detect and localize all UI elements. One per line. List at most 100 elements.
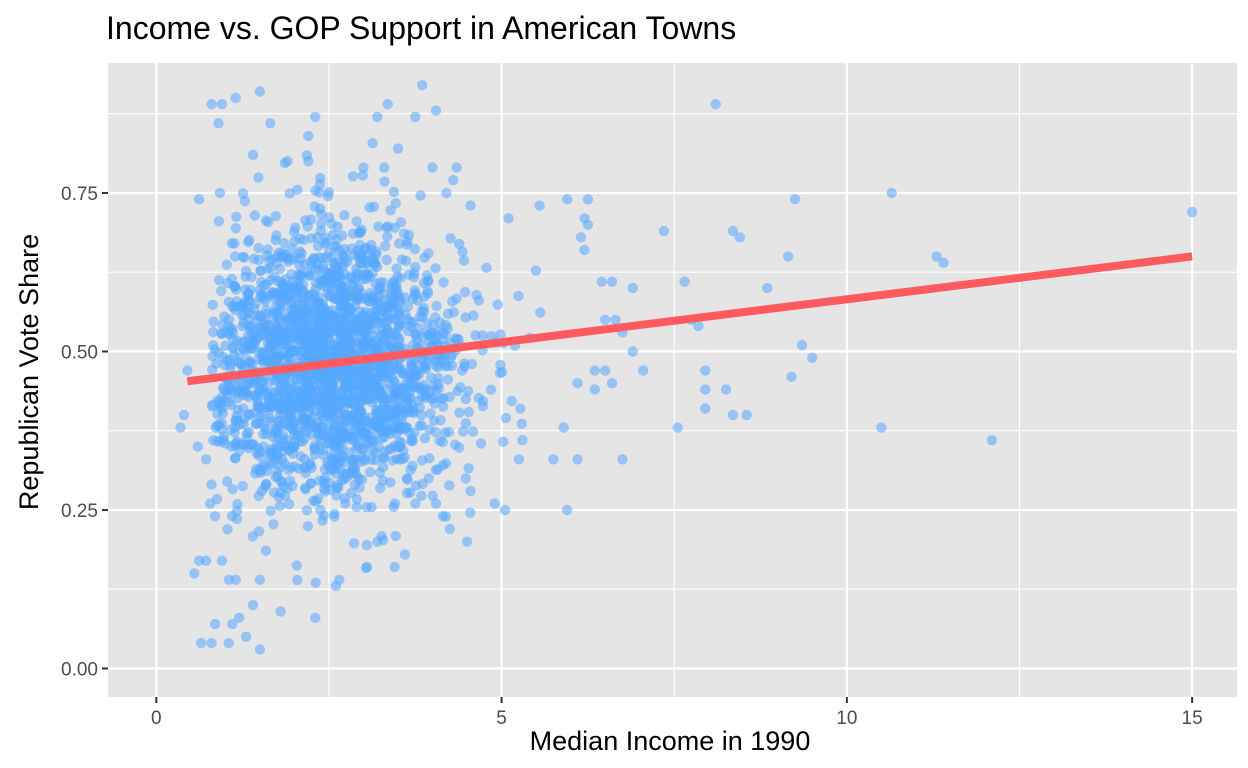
data-point xyxy=(361,269,373,280)
data-point xyxy=(344,337,355,348)
data-point xyxy=(418,379,429,391)
data-point xyxy=(741,409,752,421)
data-point xyxy=(486,331,497,342)
data-point xyxy=(340,288,352,300)
data-point xyxy=(495,359,506,371)
y-axis-ticks: 0.00 0.25 0.50 0.75 xyxy=(61,184,108,680)
data-point xyxy=(230,223,241,234)
data-point xyxy=(347,171,359,182)
data-point xyxy=(253,490,264,502)
data-point xyxy=(249,390,261,401)
data-point xyxy=(424,328,436,339)
data-point xyxy=(600,314,611,325)
data-point xyxy=(310,111,321,123)
data-point xyxy=(312,232,323,243)
data-point xyxy=(341,472,353,483)
data-point xyxy=(395,272,406,283)
x-tick-label: 15 xyxy=(1182,708,1203,729)
data-point xyxy=(299,259,310,270)
data-point xyxy=(352,318,363,329)
data-point xyxy=(457,246,468,257)
data-point xyxy=(485,384,497,395)
data-point xyxy=(348,538,360,549)
data-point xyxy=(562,194,573,205)
data-point xyxy=(399,394,410,405)
data-point xyxy=(441,187,452,199)
data-point xyxy=(572,378,583,389)
data-point xyxy=(460,418,472,429)
data-point xyxy=(416,490,427,501)
data-point xyxy=(221,476,233,487)
data-point xyxy=(330,580,342,592)
data-point xyxy=(451,162,462,173)
fit-line xyxy=(186,252,1193,386)
data-point xyxy=(385,338,397,349)
data-point xyxy=(448,175,459,186)
data-point xyxy=(301,505,313,516)
data-point xyxy=(410,498,421,509)
data-point xyxy=(323,187,334,198)
data-point xyxy=(287,315,298,327)
data-point xyxy=(223,574,234,585)
data-point xyxy=(380,240,391,252)
data-point xyxy=(254,330,265,341)
data-point xyxy=(373,221,384,232)
data-point xyxy=(305,458,316,469)
data-point xyxy=(222,277,233,289)
data-point xyxy=(312,370,323,381)
data-point xyxy=(727,225,739,237)
data-point xyxy=(248,439,259,450)
data-point xyxy=(253,254,265,266)
data-point xyxy=(402,236,413,247)
data-point xyxy=(227,618,238,630)
data-point xyxy=(354,482,365,493)
data-point xyxy=(347,384,358,395)
data-point xyxy=(326,218,337,229)
data-point xyxy=(340,296,351,307)
data-point xyxy=(196,637,207,649)
data-point xyxy=(366,396,378,408)
data-point xyxy=(308,380,320,392)
data-point xyxy=(458,255,470,266)
data-point xyxy=(240,379,252,391)
data-point xyxy=(367,435,378,446)
data-point xyxy=(214,187,226,199)
data-point xyxy=(461,536,473,547)
data-point xyxy=(256,290,268,301)
data-point xyxy=(312,493,324,504)
fit-line-group xyxy=(186,252,1193,386)
data-point xyxy=(391,453,402,464)
data-point xyxy=(217,382,229,393)
data-point xyxy=(256,276,267,288)
data-point xyxy=(360,293,371,304)
data-point xyxy=(224,396,235,408)
data-point xyxy=(393,401,404,412)
data-point xyxy=(265,118,276,129)
data-point xyxy=(424,453,435,464)
data-point xyxy=(200,555,212,566)
data-point xyxy=(457,426,469,437)
data-point xyxy=(250,418,262,429)
data-point xyxy=(253,526,265,537)
data-point xyxy=(211,493,223,505)
data-point xyxy=(470,330,481,341)
data-point xyxy=(226,323,238,334)
data-point xyxy=(385,284,397,296)
data-point xyxy=(356,381,368,392)
data-point xyxy=(254,86,266,97)
data-point xyxy=(382,99,393,110)
data-point xyxy=(287,344,298,356)
data-point xyxy=(244,409,256,420)
data-point xyxy=(326,340,337,351)
data-point xyxy=(213,419,225,430)
data-point xyxy=(710,99,721,110)
x-axis-title: Median Income in 1990 xyxy=(530,726,811,756)
data-point xyxy=(426,372,437,383)
data-point xyxy=(236,302,247,313)
data-point xyxy=(407,406,418,417)
data-point xyxy=(316,218,327,229)
data-point xyxy=(290,222,301,233)
data-point xyxy=(449,333,461,344)
data-point xyxy=(373,291,385,303)
